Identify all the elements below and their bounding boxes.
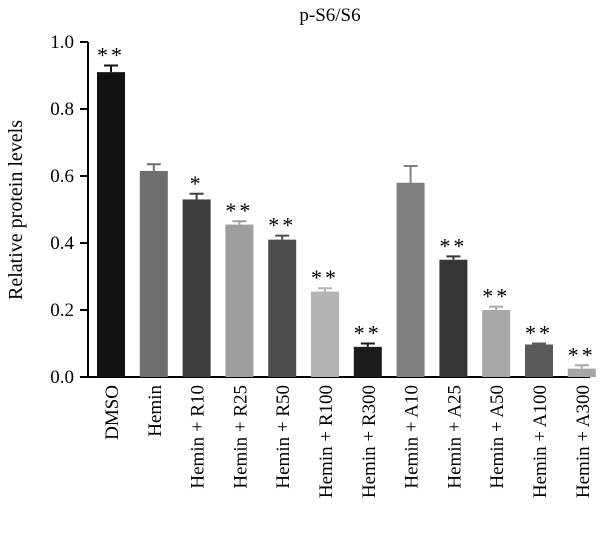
bars (97, 72, 596, 378)
significance-label: ** (482, 284, 510, 309)
bar (567, 368, 596, 377)
category-label: Hemin + R300 (359, 385, 380, 498)
significance-label: ** (525, 321, 553, 346)
significance-label: ** (568, 342, 596, 367)
significance-label: ** (268, 213, 296, 238)
y-tick-label: 0.8 (50, 99, 74, 120)
y-tick-label: 0.0 (50, 367, 74, 388)
chart-title: p-S6/S6 (299, 5, 360, 26)
category-label: Hemin + A10 (402, 385, 423, 489)
category-label: Hemin + R25 (230, 385, 251, 489)
y-tick-label: 0.6 (50, 166, 74, 187)
category-label: Hemin + A50 (487, 385, 508, 489)
error-bar (146, 163, 161, 171)
y-axis-label: Relative protein levels (5, 120, 27, 300)
error-bar (489, 305, 504, 310)
error-bar (104, 64, 118, 73)
error-bar (232, 220, 247, 225)
significance-label: ** (97, 42, 125, 67)
bar (439, 259, 468, 377)
bar (525, 344, 553, 377)
error-bar (532, 342, 546, 345)
category-label: Hemin + R100 (316, 385, 337, 498)
category-labels: DMSO Hemin Hemin + R10 Hemin + R25 Hemin + R… (102, 385, 594, 499)
category-label: Hemin + R50 (273, 385, 294, 489)
error-bar (403, 164, 418, 183)
category-label: DMSO (102, 385, 123, 440)
bar (268, 239, 297, 377)
y-tick-label: 0.2 (50, 300, 74, 321)
error-bar (275, 234, 290, 240)
category-label: Hemin + A25 (444, 385, 465, 489)
category-label: Hemin + A100 (530, 385, 551, 498)
bar (139, 170, 168, 377)
bar (225, 224, 254, 377)
error-bar (318, 287, 332, 292)
significance-label: ** (354, 321, 382, 346)
y-ticks: 0.0 0.2 0.4 0.6 0.8 1.0 (50, 32, 88, 388)
significance-label: ** (311, 265, 339, 290)
bar (311, 291, 339, 377)
bar (482, 310, 511, 377)
error-bar (574, 364, 589, 369)
error-bar (446, 255, 461, 260)
significance-label: * (190, 171, 204, 196)
category-label: Hemin (145, 385, 166, 437)
bar (353, 346, 382, 377)
y-tick-label: 0.4 (50, 233, 74, 254)
error-bars (104, 64, 589, 369)
bar (97, 72, 125, 378)
bar (182, 199, 211, 377)
error-bar (360, 342, 375, 347)
bar (396, 182, 425, 377)
significance-label: ** (225, 198, 253, 223)
y-tick-label: 1.0 (50, 32, 74, 53)
category-label: Hemin + R10 (188, 385, 209, 489)
error-bar (189, 192, 204, 200)
significance-labels: ******************* (97, 42, 596, 367)
significance-label: ** (439, 233, 467, 258)
category-label: Hemin + A300 (573, 385, 594, 498)
